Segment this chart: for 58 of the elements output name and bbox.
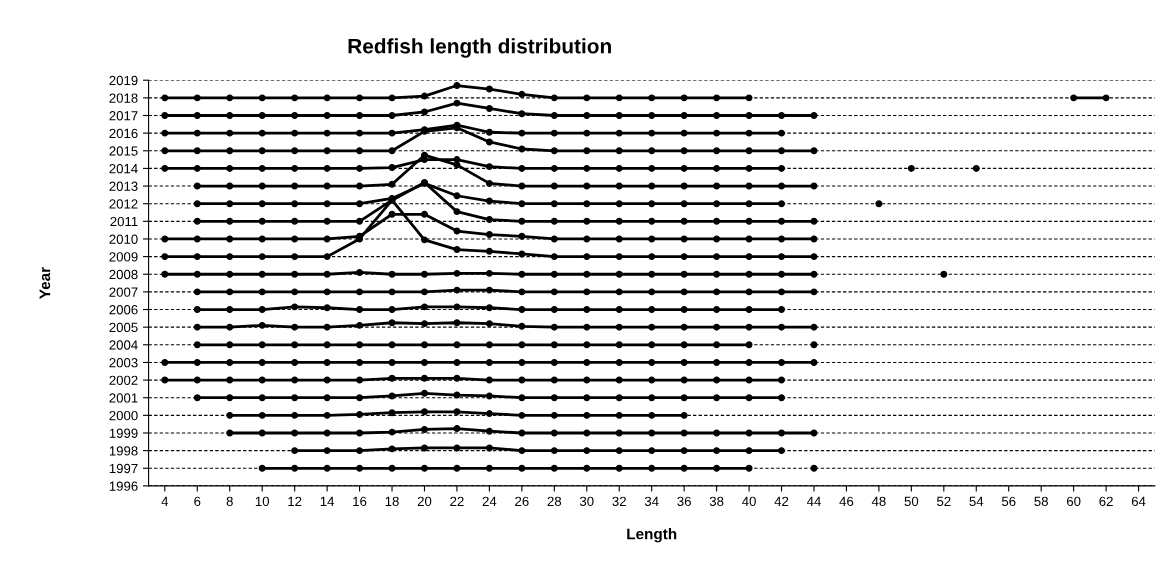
y-tick-label: 2018 — [109, 93, 138, 103]
y-tick-label: 2010 — [109, 234, 138, 244]
y-tick-label: 2003 — [109, 358, 138, 368]
y-tick-label: 2013 — [109, 181, 138, 191]
y-tick-label: 2006 — [109, 305, 138, 315]
y-tick-label: 2019 — [109, 75, 138, 86]
x-tick-label: 8 — [226, 496, 233, 507]
x-tick-label: 42 — [774, 496, 789, 506]
y-tick-label: 2011 — [110, 216, 138, 227]
x-tick-label: 48 — [871, 496, 886, 507]
y-tick-label: 2012 — [109, 199, 138, 209]
y-axis-title: Year — [39, 267, 51, 299]
x-tick-label: 62 — [1099, 496, 1113, 507]
y-tick-label: 2001 — [109, 393, 138, 403]
x-tick-label: 14 — [320, 496, 335, 506]
y-tick-label: 2004 — [109, 340, 138, 350]
x-tick-label: 20 — [417, 496, 432, 507]
x-tick-label: 54 — [969, 496, 984, 507]
x-tick-label: 26 — [515, 496, 529, 507]
y-tick-label: 2016 — [109, 128, 138, 139]
y-tick-label: 2002 — [109, 375, 138, 385]
x-tick-label: 22 — [450, 496, 464, 506]
x-axis-title: Length — [627, 528, 677, 543]
chart-title: Redfish length distribution — [348, 38, 611, 58]
x-tick-label: 44 — [806, 496, 821, 506]
x-tick-label: 56 — [1001, 496, 1016, 507]
x-tick-label: 50 — [904, 496, 919, 507]
x-tick-label: 28 — [547, 496, 562, 507]
y-tick-label: 2005 — [109, 322, 138, 333]
x-tick-label: 32 — [612, 496, 626, 507]
x-tick-label: 40 — [742, 496, 756, 507]
y-tick-label: 2009 — [109, 252, 138, 262]
x-tick-label: 12 — [288, 496, 302, 506]
y-tick-label: 2017 — [109, 111, 138, 121]
y-tick-label: 2000 — [109, 410, 138, 421]
x-tick-label: 30 — [579, 496, 594, 507]
x-tick-label: 18 — [385, 496, 399, 507]
y-tick-label: 2007 — [109, 287, 138, 297]
y-tick-label: 2008 — [109, 269, 138, 280]
y-tick-label: 2015 — [109, 146, 138, 156]
x-tick-label: 58 — [1034, 496, 1048, 507]
x-tick-label: 4 — [161, 496, 169, 506]
x-tick-label: 24 — [482, 496, 497, 506]
x-tick-label: 6 — [194, 496, 201, 507]
y-tick-label: 1998 — [109, 446, 138, 456]
y-tick-label: 1997 — [109, 463, 138, 474]
x-tick-label: 36 — [677, 496, 691, 507]
y-tick-label: 1996 — [109, 481, 138, 491]
x-tick-label: 34 — [644, 496, 659, 507]
y-tick-label: 1999 — [109, 428, 138, 438]
x-tick-label: 38 — [709, 496, 724, 507]
x-tick-label: 16 — [353, 496, 367, 507]
x-tick-label: 60 — [1066, 496, 1081, 507]
x-tick-label: 64 — [1131, 496, 1146, 507]
x-tick-label: 46 — [839, 496, 854, 507]
x-tick-label: 10 — [255, 496, 270, 507]
y-tick-label: 2014 — [109, 163, 138, 174]
x-tick-label: 52 — [937, 496, 951, 507]
